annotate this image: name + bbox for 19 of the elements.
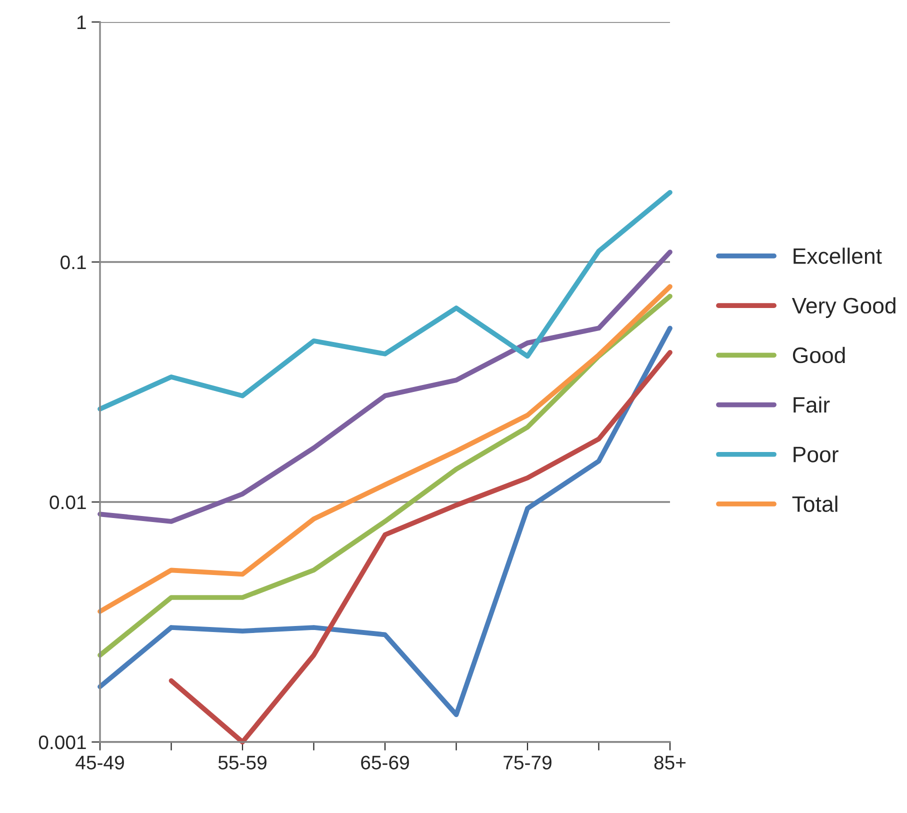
x-tick-label: 65-69 xyxy=(361,756,409,770)
line-series xyxy=(168,350,672,744)
legend-label: Total xyxy=(792,496,838,512)
x-tick-label: 75-79 xyxy=(504,756,552,770)
x-tick-label: 45-49 xyxy=(76,756,124,770)
x-tick-label: 55-59 xyxy=(218,756,266,770)
legend-label: Very Good xyxy=(792,297,896,318)
y-tick-label: 0.001 xyxy=(38,735,86,750)
legend-label: Good xyxy=(792,346,845,364)
y-tick-label: 0.01 xyxy=(50,495,86,510)
line-series xyxy=(98,326,672,718)
line-series xyxy=(98,190,672,412)
legend-label: Fair xyxy=(794,396,830,413)
legend-label: Excellent xyxy=(794,248,882,264)
y-tick-label: 1 xyxy=(77,16,86,30)
y-tick-label: 0.1 xyxy=(60,255,86,270)
legend-label: Poor xyxy=(794,446,838,462)
x-tick-label: 85+ xyxy=(654,756,686,770)
line-series xyxy=(98,250,672,524)
